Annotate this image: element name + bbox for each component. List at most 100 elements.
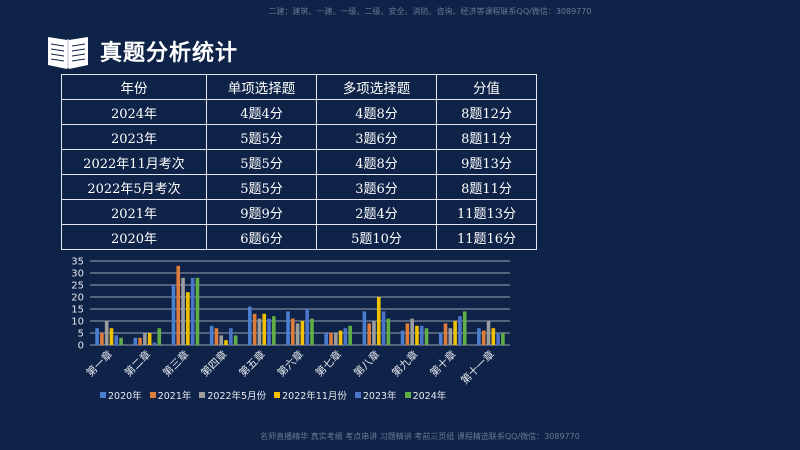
bar [324,333,328,345]
page-title: 真题分析统计 [100,41,239,66]
legend-label: 2022年5月份 [207,391,267,402]
bar [458,316,462,345]
cell-single: 5题5分 [206,124,317,150]
x-tick-label: 第三章 [160,348,191,379]
bar [362,311,367,345]
bar [295,323,300,345]
y-tick-label: 0 [78,341,84,352]
bar [338,330,343,345]
cell-year: 2023年 [61,124,207,150]
table-row: 2024年 4题4分 4题8分 8题12分 [61,99,537,125]
bar [376,297,381,345]
bar [224,340,228,345]
bar [143,333,147,345]
title-row: 真题分析统计 [46,30,238,72]
bar [300,321,305,345]
cell-single: 9题9分 [206,199,317,225]
bar [181,277,185,345]
bar [209,325,214,345]
bar [229,328,233,345]
legend-swatch [404,392,411,398]
cell-year: 2021年 [61,199,207,225]
table-row: 2023年 5题5分 3题6分 8题11分 [61,124,537,150]
bar [257,318,262,345]
bar [157,328,162,345]
cell-score: 11题13分 [436,199,537,225]
legend-item: 2024年 [404,388,447,402]
bar [501,333,505,345]
bar [186,292,190,345]
cell-year: 2022年5月考次 [61,174,207,200]
bar [171,285,176,345]
bar [262,313,267,345]
bar [190,277,195,345]
table-row: 2022年11月考次 5题5分 4题8分 9题13分 [61,149,537,175]
bar [219,335,224,345]
x-tick-label: 第七章 [313,348,344,379]
bar [367,323,371,345]
bar [486,321,491,345]
bar [496,333,500,345]
legend-item: 2021年 [149,388,191,402]
legend-label: 2020年 [108,391,142,402]
legend-label: 2024年 [412,391,447,402]
y-tick-label: 10 [71,317,84,328]
bar [95,328,99,345]
x-tick-label: 第四章 [198,348,229,379]
cell-multiple: 3题6分 [316,174,437,200]
bar [291,318,295,345]
bar [415,325,419,345]
bar [462,311,467,345]
bar [305,309,309,345]
watermark-top: 二建：建筑、一建、一级、二级、安全、消防、咨询、经济等课程联系QQ/微信：308… [268,7,592,16]
watermark-bottom: 名师直播精华 真实考纲 考点串讲 习题精讲 考前三页纸 课程精选联系QQ/微信：… [260,432,580,441]
x-tick-label: 第十一章 [458,348,497,387]
y-tick-label: 35 [71,257,84,268]
bar [491,328,496,345]
bar [104,321,109,345]
legend-swatch [354,392,361,398]
bar [453,321,457,345]
cell-score: 11题16分 [436,224,537,250]
x-tick-label: 第十章 [427,348,458,379]
x-tick-label: 第五章 [236,348,267,379]
cell-single: 4题4分 [206,99,317,125]
header-score: 分值 [436,74,537,100]
bar [214,328,219,345]
x-tick-label: 第八章 [351,348,382,379]
bar [386,318,391,345]
bar [481,330,486,345]
bar [272,316,276,345]
cell-multiple: 4题8分 [316,99,437,125]
cell-single: 6题6分 [206,224,317,250]
y-tick-label: 20 [71,293,84,304]
bar [424,328,429,345]
bar [195,277,200,345]
legend-item: 2023年 [354,388,397,402]
bar [400,330,405,345]
bar [176,265,181,345]
cell-single: 5题5分 [206,174,317,200]
bar [477,328,481,345]
table-row: 2022年5月考次 5题5分 3题6分 8题11分 [61,174,537,200]
bar [329,333,333,345]
bar [310,318,314,345]
bar [109,328,114,345]
y-tick-label: 30 [71,269,84,280]
cell-year: 2024年 [61,99,207,125]
cell-year: 2022年11月考次 [61,149,207,175]
legend-swatch [100,392,106,398]
y-tick-label: 5 [78,329,84,340]
header-single-choice: 单项选择题 [206,74,317,100]
bar [252,313,257,345]
bar [138,337,142,345]
cell-score: 9题13分 [436,149,537,175]
cell-multiple: 2题4分 [316,199,437,225]
table-header-row: 年份 单项选择题 多项选择题 分值 [61,74,537,100]
bar [286,311,290,345]
bar [147,333,152,345]
legend-label: 2022年11月份 [282,391,347,402]
header-year: 年份 [61,74,207,100]
chapter-bar-chart: 0 5 10 15 20 25 30 35 第一章 第二章 第三章 第四章 第五章 第六章 第七章 第八章 第九… [62,255,522,407]
